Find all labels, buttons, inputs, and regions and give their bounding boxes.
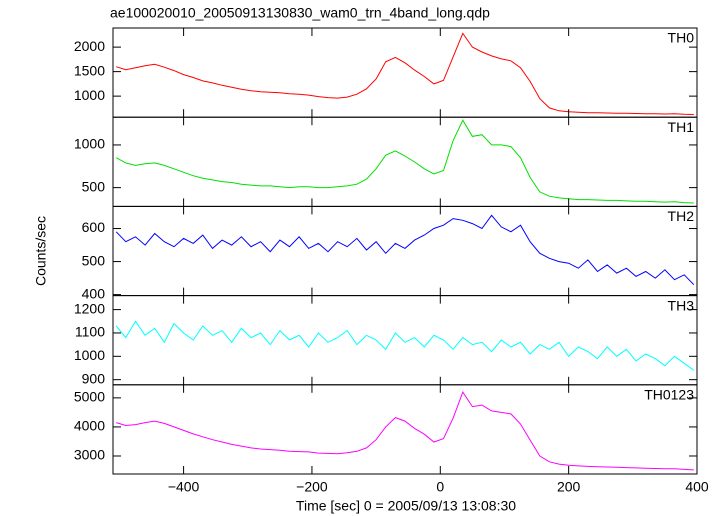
panel-frame [112, 295, 698, 386]
y-tick-label: 500 [82, 178, 106, 194]
y-tick-label: 1200 [74, 300, 105, 316]
y-tick-label: 1000 [74, 87, 105, 103]
y-tick-label: 1500 [74, 62, 105, 78]
y-tick-label: 5000 [74, 389, 105, 405]
panel-label: TH0123 [644, 387, 694, 403]
y-tick-label: 400 [82, 285, 106, 301]
y-axis-label: Counts/sec [33, 216, 49, 286]
x-tick-label: 200 [557, 479, 581, 495]
panel-label: TH0 [668, 30, 695, 46]
x-tick-label: 0 [436, 479, 444, 495]
x-tick-label: −400 [168, 479, 200, 495]
y-tick-label: 2000 [74, 38, 105, 54]
x-axis-label: Time [sec] 0 = 2005/09/13 13:08:30 [296, 498, 516, 514]
y-tick-label: 500 [82, 252, 106, 268]
panel-label: TH2 [668, 208, 695, 224]
light-curve [116, 32, 694, 115]
panel-frame [112, 205, 698, 297]
chart-title: ae100020010_20050913130830_wam0_trn_4ban… [110, 5, 490, 21]
y-tick-label: 1000 [74, 136, 105, 152]
panel-label: TH1 [668, 119, 695, 135]
panel-frame [112, 116, 698, 207]
y-tick-label: 600 [82, 219, 106, 235]
panel-frame [112, 27, 698, 118]
y-tick-label: 900 [82, 370, 106, 386]
y-tick-label: 1000 [74, 347, 105, 363]
x-tick-label: −200 [296, 479, 328, 495]
x-tick-label: 400 [685, 479, 709, 495]
light-curve [115, 214, 695, 286]
panel-frame [112, 384, 698, 475]
light-curve [116, 391, 694, 471]
y-tick-label: 1100 [75, 324, 105, 340]
light-curve [115, 320, 695, 371]
light-curve [115, 119, 694, 204]
y-tick-label: 3000 [74, 447, 105, 463]
panel-label: TH3 [668, 297, 695, 313]
y-tick-label: 4000 [74, 418, 105, 434]
